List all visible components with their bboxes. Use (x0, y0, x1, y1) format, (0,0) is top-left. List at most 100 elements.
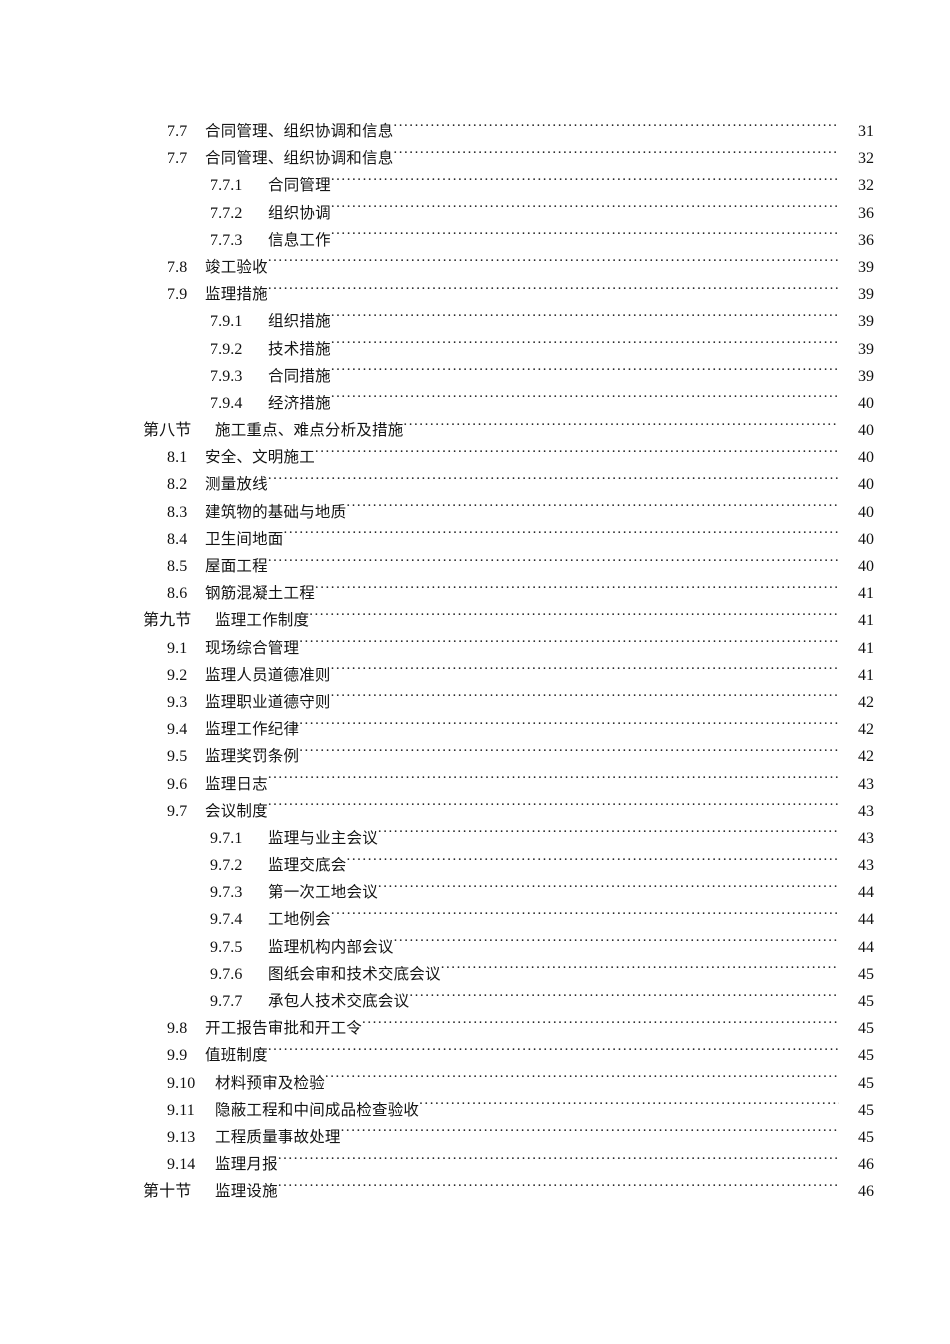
toc-entry[interactable]: 7.7.3 信息工作 36 (0, 227, 950, 254)
toc-entry-label: 监理交底会 (268, 856, 347, 875)
toc-dot-leader (278, 1154, 839, 1170)
toc-entry-page-number: 42 (858, 721, 874, 739)
toc-entry-number: 7.7 (167, 150, 188, 168)
toc-entry-page-number: 44 (858, 911, 874, 929)
toc-entry[interactable]: 7.8 竣工验收 39 (0, 254, 950, 281)
toc-entry[interactable]: 7.9.2 技术措施 39 (0, 336, 950, 363)
toc-entry-label: 工地例会 (268, 910, 331, 929)
toc-entry[interactable]: 9.7.2 监理交底会 43 (0, 852, 950, 879)
toc-entry[interactable]: 9.7 会议制度 43 (0, 798, 950, 825)
toc-entry-label: 屋面工程 (205, 557, 268, 575)
toc-entry-label: 合同措施 (268, 366, 331, 385)
toc-entry-label: 竣工验收 (205, 257, 268, 276)
toc-entry[interactable]: 8.1 安全、文明施工 40 (0, 444, 950, 471)
toc-entry-label: 监理措施 (205, 285, 268, 304)
toc-entry[interactable]: 9.7.6 图纸会审和技术交底会议 45 (0, 961, 950, 988)
toc-entry-label: 安全、文明施工 (205, 448, 315, 467)
toc-entry-page-number: 45 (858, 993, 874, 1010)
toc-entry[interactable]: 9.7.1 监理与业主会议 43 (0, 825, 950, 852)
toc-entry[interactable]: 8.2 测量放线 40 (0, 471, 950, 498)
toc-entry-number: 8.2 (167, 476, 188, 494)
toc-entry[interactable]: 9.10 材料预审及检验 45 (0, 1070, 950, 1097)
toc-entry-label: 监理奖罚条例 (205, 747, 300, 766)
toc-entry[interactable]: 7.7.2 组织协调 36 (0, 200, 950, 227)
toc-dot-leader (268, 800, 839, 816)
toc-entry[interactable]: 7.9.4 经济措施 40 (0, 390, 950, 417)
toc-entry[interactable]: 9.1 现场综合管理 41 (0, 635, 950, 662)
toc-entry[interactable]: 第十节 监理设施 46 (0, 1178, 950, 1205)
toc-entry[interactable]: 8.6 钢筋混凝土工程 41 (0, 580, 950, 607)
toc-entry[interactable]: 9.9 值班制度 45 (0, 1042, 950, 1069)
toc-entry-label: 信息工作 (268, 230, 331, 249)
toc-entry[interactable]: 8.4 卫生间地面 40 (0, 526, 950, 553)
toc-entry-page-number: 40 (858, 422, 874, 440)
toc-entry[interactable]: 第九节 监理工作制度 41 (0, 607, 950, 634)
toc-entry-page-number: 39 (858, 286, 874, 304)
toc-entry-page-number: 45 (858, 1020, 874, 1038)
toc-entry[interactable]: 第八节 施工重点、难点分析及措施 40 (0, 417, 950, 444)
toc-entry[interactable]: 9.7.5 监理机构内部会议 44 (0, 934, 950, 961)
toc-dot-leader (346, 501, 839, 517)
toc-entry[interactable]: 7.7.1 合同管理 32 (0, 172, 950, 199)
toc-entry-number: 7.8 (167, 258, 188, 276)
toc-entry[interactable]: 9.4 监理工作纪律 42 (0, 716, 950, 743)
toc-entry-number: 9.7 (167, 802, 188, 820)
toc-entry-number: 9.9 (167, 1047, 188, 1065)
toc-dot-leader (299, 746, 839, 762)
toc-dot-leader (331, 229, 839, 245)
toc-entry-label: 工程质量事故处理 (215, 1127, 341, 1146)
toc-entry-page-number: 43 (858, 775, 874, 793)
toc-entry-label: 值班制度 (205, 1046, 268, 1065)
toc-dot-leader (331, 664, 839, 680)
toc-entry-number: 9.7.5 (210, 938, 243, 956)
toc-entry-page-number: 39 (858, 258, 874, 276)
toc-entry[interactable]: 9.8 开工报告审批和开工令 45 (0, 1015, 950, 1042)
toc-entry-number: 8.4 (167, 530, 188, 548)
toc-entry-label: 现场综合管理 (205, 638, 300, 657)
toc-entry-label: 监理工作制度 (215, 611, 310, 630)
toc-entry[interactable]: 9.5 监理奖罚条例 42 (0, 743, 950, 770)
toc-entry[interactable]: 7.7 合同管理、组织协调和信息 31 (0, 118, 950, 145)
table-of-contents: 7.7 合同管理、组织协调和信息 31 7.7 合同管理、组织协调和信息 32 7.7.1 合… (0, 118, 950, 1206)
toc-entry[interactable]: 7.9 监理措施 39 (0, 281, 950, 308)
toc-entry[interactable]: 7.9.3 合同措施 39 (0, 363, 950, 390)
toc-entry-label: 合同管理、组织协调和信息 (205, 149, 394, 168)
toc-dot-leader (403, 420, 839, 436)
toc-dot-leader (315, 447, 839, 463)
toc-entry-page-number: 44 (858, 884, 874, 902)
toc-entry[interactable]: 9.13 工程质量事故处理 45 (0, 1124, 950, 1151)
toc-entry[interactable]: 9.7.3 第一次工地会议 44 (0, 879, 950, 906)
toc-entry[interactable]: 9.11 隐蔽工程和中间成品检查验收 45 (0, 1097, 950, 1124)
toc-entry-number: 9.2 (167, 666, 188, 684)
toc-entry-number: 7.7.1 (210, 177, 243, 195)
toc-dot-leader (347, 855, 839, 871)
toc-entry-number: 8.6 (167, 585, 188, 603)
toc-entry[interactable]: 9.3 监理职业道德守则 42 (0, 689, 950, 716)
toc-entry-number: 9.7.4 (210, 911, 243, 929)
toc-dot-leader (284, 528, 839, 544)
toc-entry-number: 第十节 (143, 1183, 192, 1201)
toc-entry-number: 9.14 (167, 1156, 196, 1174)
toc-entry[interactable]: 8.3 建筑物的基础与地质 40 (0, 499, 950, 526)
toc-entry-label: 组织措施 (268, 312, 331, 331)
toc-entry-label: 合同管理、组织协调和信息 (205, 122, 394, 140)
toc-entry[interactable]: 8.5 屋面工程 40 (0, 553, 950, 580)
toc-entry-page-number: 40 (858, 530, 874, 548)
toc-entry[interactable]: 7.9.1 组织措施 39 (0, 308, 950, 335)
toc-entry[interactable]: 9.2 监理人员道德准则 41 (0, 662, 950, 689)
toc-entry-number: 9.1 (167, 639, 188, 657)
toc-entry-label: 监理月报 (215, 1155, 278, 1174)
toc-entry-label: 测量放线 (205, 475, 268, 494)
toc-entry[interactable]: 7.7 合同管理、组织协调和信息 32 (0, 145, 950, 172)
toc-entry-number: 9.7.6 (210, 965, 243, 983)
toc-entry[interactable]: 9.7.7 承包人技术交底会议 45 (0, 988, 950, 1015)
toc-entry-label: 组织协调 (268, 203, 331, 222)
toc-entry[interactable]: 9.7.4 工地例会 44 (0, 906, 950, 933)
toc-dot-leader (315, 583, 839, 599)
toc-entry[interactable]: 9.14 监理月报 46 (0, 1151, 950, 1178)
toc-dot-leader (268, 1045, 839, 1061)
toc-entry-page-number: 40 (858, 476, 874, 494)
toc-entry-number: 第八节 (143, 422, 192, 440)
toc-dot-leader (331, 909, 839, 925)
toc-entry[interactable]: 9.6 监理日志 43 (0, 771, 950, 798)
